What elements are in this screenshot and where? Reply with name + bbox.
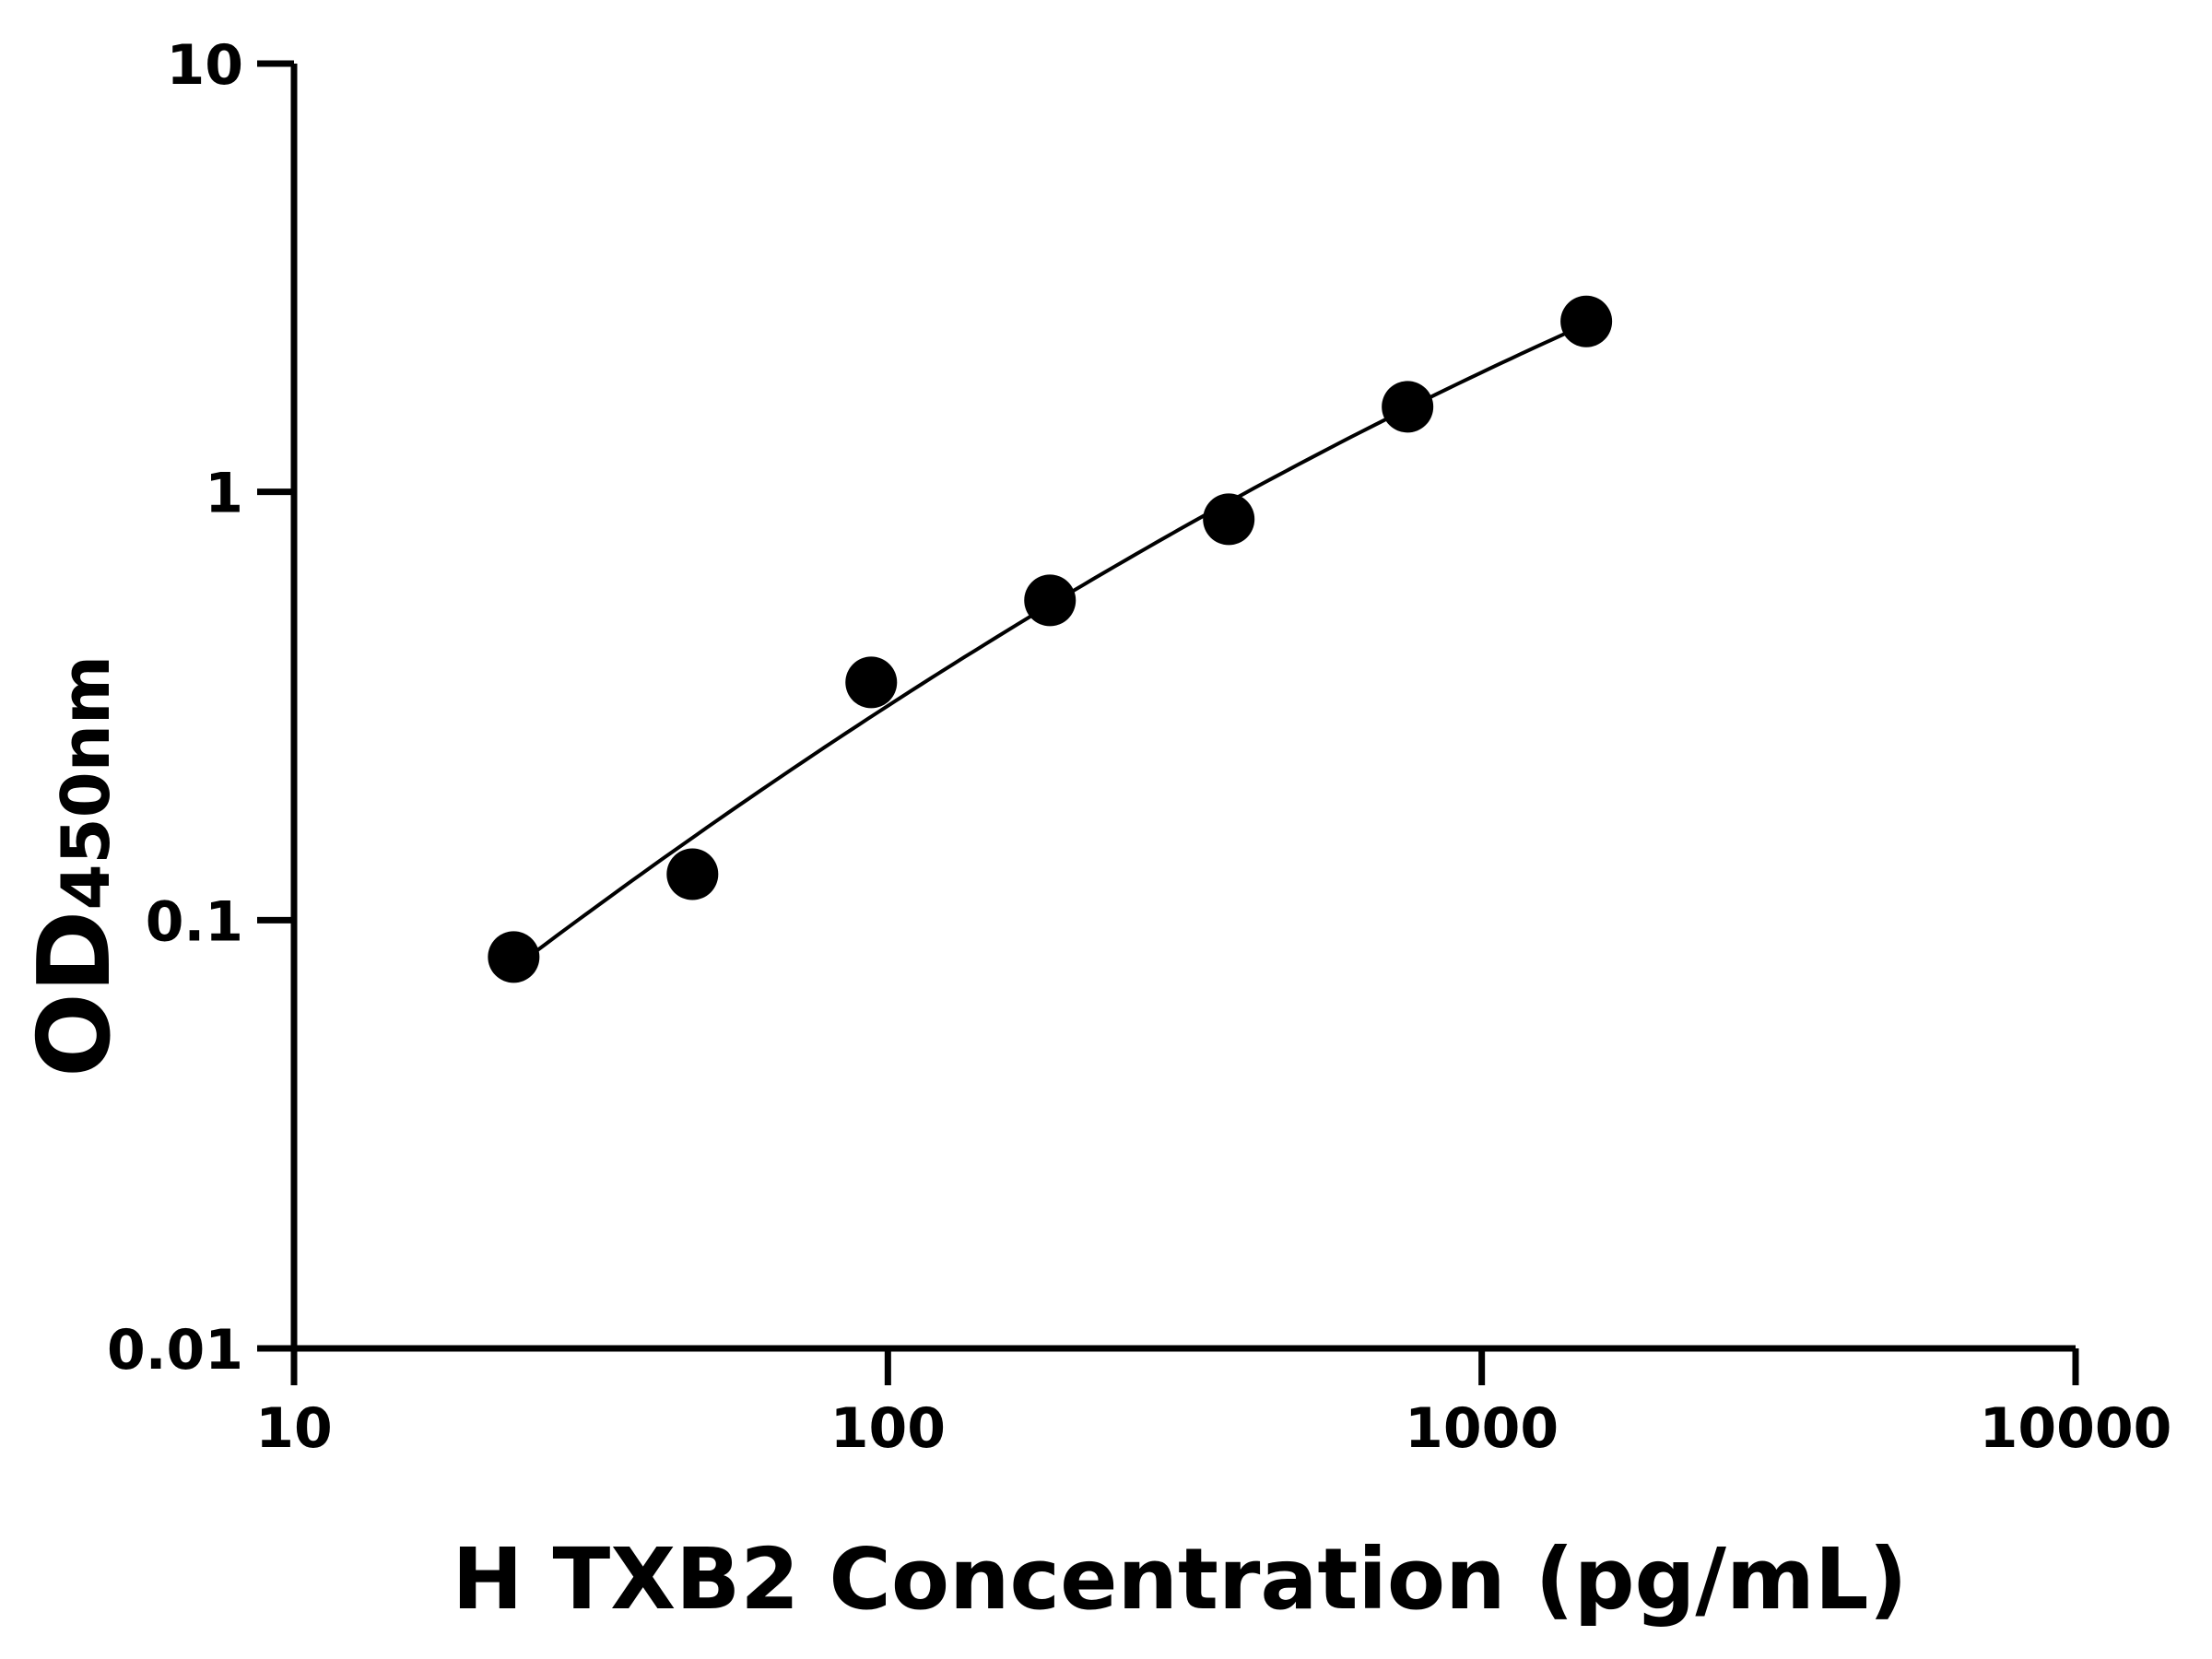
data-point: [488, 931, 540, 983]
x-axis-title: H TXB2 Concentration (pg/mL): [452, 1530, 1907, 1629]
y-tick-label: 0.1: [146, 889, 243, 954]
y-axis-title-main: OD: [18, 911, 133, 1077]
data-point: [845, 656, 898, 709]
y-tick-label: 1: [205, 462, 243, 526]
x-tick-label: 10000: [1980, 1396, 2172, 1461]
data-point: [1024, 574, 1077, 627]
data-point: [666, 848, 719, 900]
axes: [290, 64, 2076, 1352]
data-point: [1560, 295, 1613, 347]
data-points: [488, 295, 1613, 983]
data-point: [1382, 381, 1434, 433]
x-tick-label: 10: [255, 1396, 333, 1461]
ticks: 10 100 1000 10000 0.01 0.1 1 10: [107, 33, 2171, 1461]
y-tick-label: 0.01: [107, 1318, 243, 1382]
y-tick-label: 10: [167, 33, 244, 98]
x-tick-label: 1000: [1405, 1396, 1559, 1461]
x-tick-label: 100: [830, 1396, 946, 1461]
data-point: [1203, 493, 1255, 546]
y-axis-title-subscript: 450nm: [47, 655, 124, 911]
y-axis-title: OD450nm: [18, 655, 133, 1077]
